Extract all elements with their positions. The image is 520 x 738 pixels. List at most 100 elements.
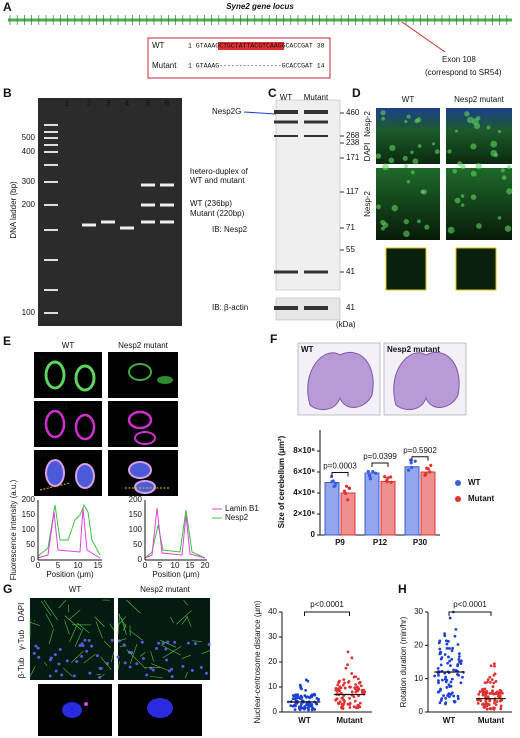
dot [335, 697, 339, 701]
fiber [83, 653, 96, 664]
fiber [121, 618, 127, 635]
cell [410, 170, 415, 175]
dot [306, 679, 310, 683]
fiber [185, 672, 188, 679]
dot [366, 469, 370, 474]
dot [491, 685, 495, 689]
ladder-band [44, 312, 58, 314]
dot [306, 695, 309, 699]
axis-title: Nuclear-centrosome distance (μm) [253, 600, 262, 723]
legend-label: Lamin B1 [225, 504, 259, 513]
panel-label: E [3, 334, 11, 348]
x-tick-label: 15 [186, 561, 195, 570]
dot [445, 642, 449, 646]
dot [374, 471, 378, 475]
fiber [44, 661, 48, 666]
dot [346, 650, 350, 654]
nucleus [186, 641, 190, 645]
marker-label: 460 [346, 108, 360, 117]
nucleus [167, 669, 171, 673]
nucleus [75, 660, 79, 664]
dot [492, 673, 496, 677]
dot [437, 673, 440, 677]
cell [403, 164, 408, 169]
nucleus [199, 665, 203, 669]
dot [342, 678, 346, 682]
image-label: WT [301, 345, 314, 354]
dot [355, 688, 359, 692]
cell [506, 188, 513, 195]
cell [460, 194, 465, 198]
gel-band [82, 223, 96, 227]
dot [337, 702, 341, 706]
fiber [64, 620, 70, 635]
column-label: Nesp2 mutant [454, 95, 505, 104]
cell [382, 163, 389, 171]
y-tick-label: 100 [22, 525, 36, 534]
dot [445, 646, 449, 650]
legend-label: Nesp2 [225, 513, 249, 522]
y-tick-label: 50 [26, 540, 35, 549]
bar [380, 480, 396, 536]
nucleus [65, 659, 69, 663]
nucleus [58, 648, 62, 652]
dot [488, 692, 492, 695]
dot [457, 652, 461, 656]
p-value: p<0.0001 [310, 600, 344, 609]
dot [448, 616, 452, 620]
nucleus [147, 698, 173, 718]
dot [499, 707, 503, 710]
seq-box [147, 37, 331, 79]
ib-label: IB: β-actin [212, 303, 248, 312]
fiber [109, 623, 115, 631]
x-tick-label: 0 [36, 561, 41, 570]
dot [304, 688, 308, 692]
x-tick-label: P12 [373, 538, 388, 547]
fiber [160, 640, 177, 648]
dot [450, 691, 454, 695]
cell [380, 110, 386, 116]
dot [437, 679, 440, 683]
cell [476, 115, 481, 121]
cell [490, 140, 498, 148]
cell [424, 224, 430, 230]
cell [417, 144, 422, 148]
nucleus [83, 638, 87, 642]
image-label: Nesp2 mutant [387, 345, 440, 354]
dot [444, 680, 448, 684]
cell [507, 165, 512, 170]
fiber [58, 599, 67, 609]
legend-label: Mutant [468, 494, 495, 503]
dot [304, 706, 307, 710]
ladder-band [44, 289, 58, 291]
column-label: WT [402, 95, 415, 104]
dot [488, 675, 492, 679]
cell [490, 149, 498, 157]
gel-band [160, 203, 174, 207]
panel-label: G [3, 582, 12, 596]
dot [447, 639, 450, 643]
dot [291, 697, 295, 701]
cell [406, 180, 411, 184]
dot [336, 690, 339, 693]
stain-label: Merge [37, 451, 60, 460]
nucleus [204, 671, 208, 675]
y-tick-label: 50 [133, 540, 142, 549]
marker-label: 171 [346, 153, 360, 162]
ladder-band [44, 164, 58, 166]
ladder-label: 100 [22, 308, 36, 317]
cell [382, 222, 389, 228]
fiber [161, 644, 181, 656]
fiber [117, 616, 127, 626]
profiles [37, 503, 206, 559]
dot [307, 708, 310, 712]
nucleus [49, 656, 53, 660]
dot [490, 678, 494, 682]
y-tick-label: 0 [31, 555, 36, 564]
y-tick-label: 0 [311, 530, 316, 539]
lane-label: 3 [106, 99, 111, 108]
sequence: 1 GTAAAGCTGCTATTACGTCAAGGCACCGAT 38 [188, 43, 325, 50]
y-tick-label: 10 [414, 674, 423, 683]
cell [454, 129, 458, 133]
